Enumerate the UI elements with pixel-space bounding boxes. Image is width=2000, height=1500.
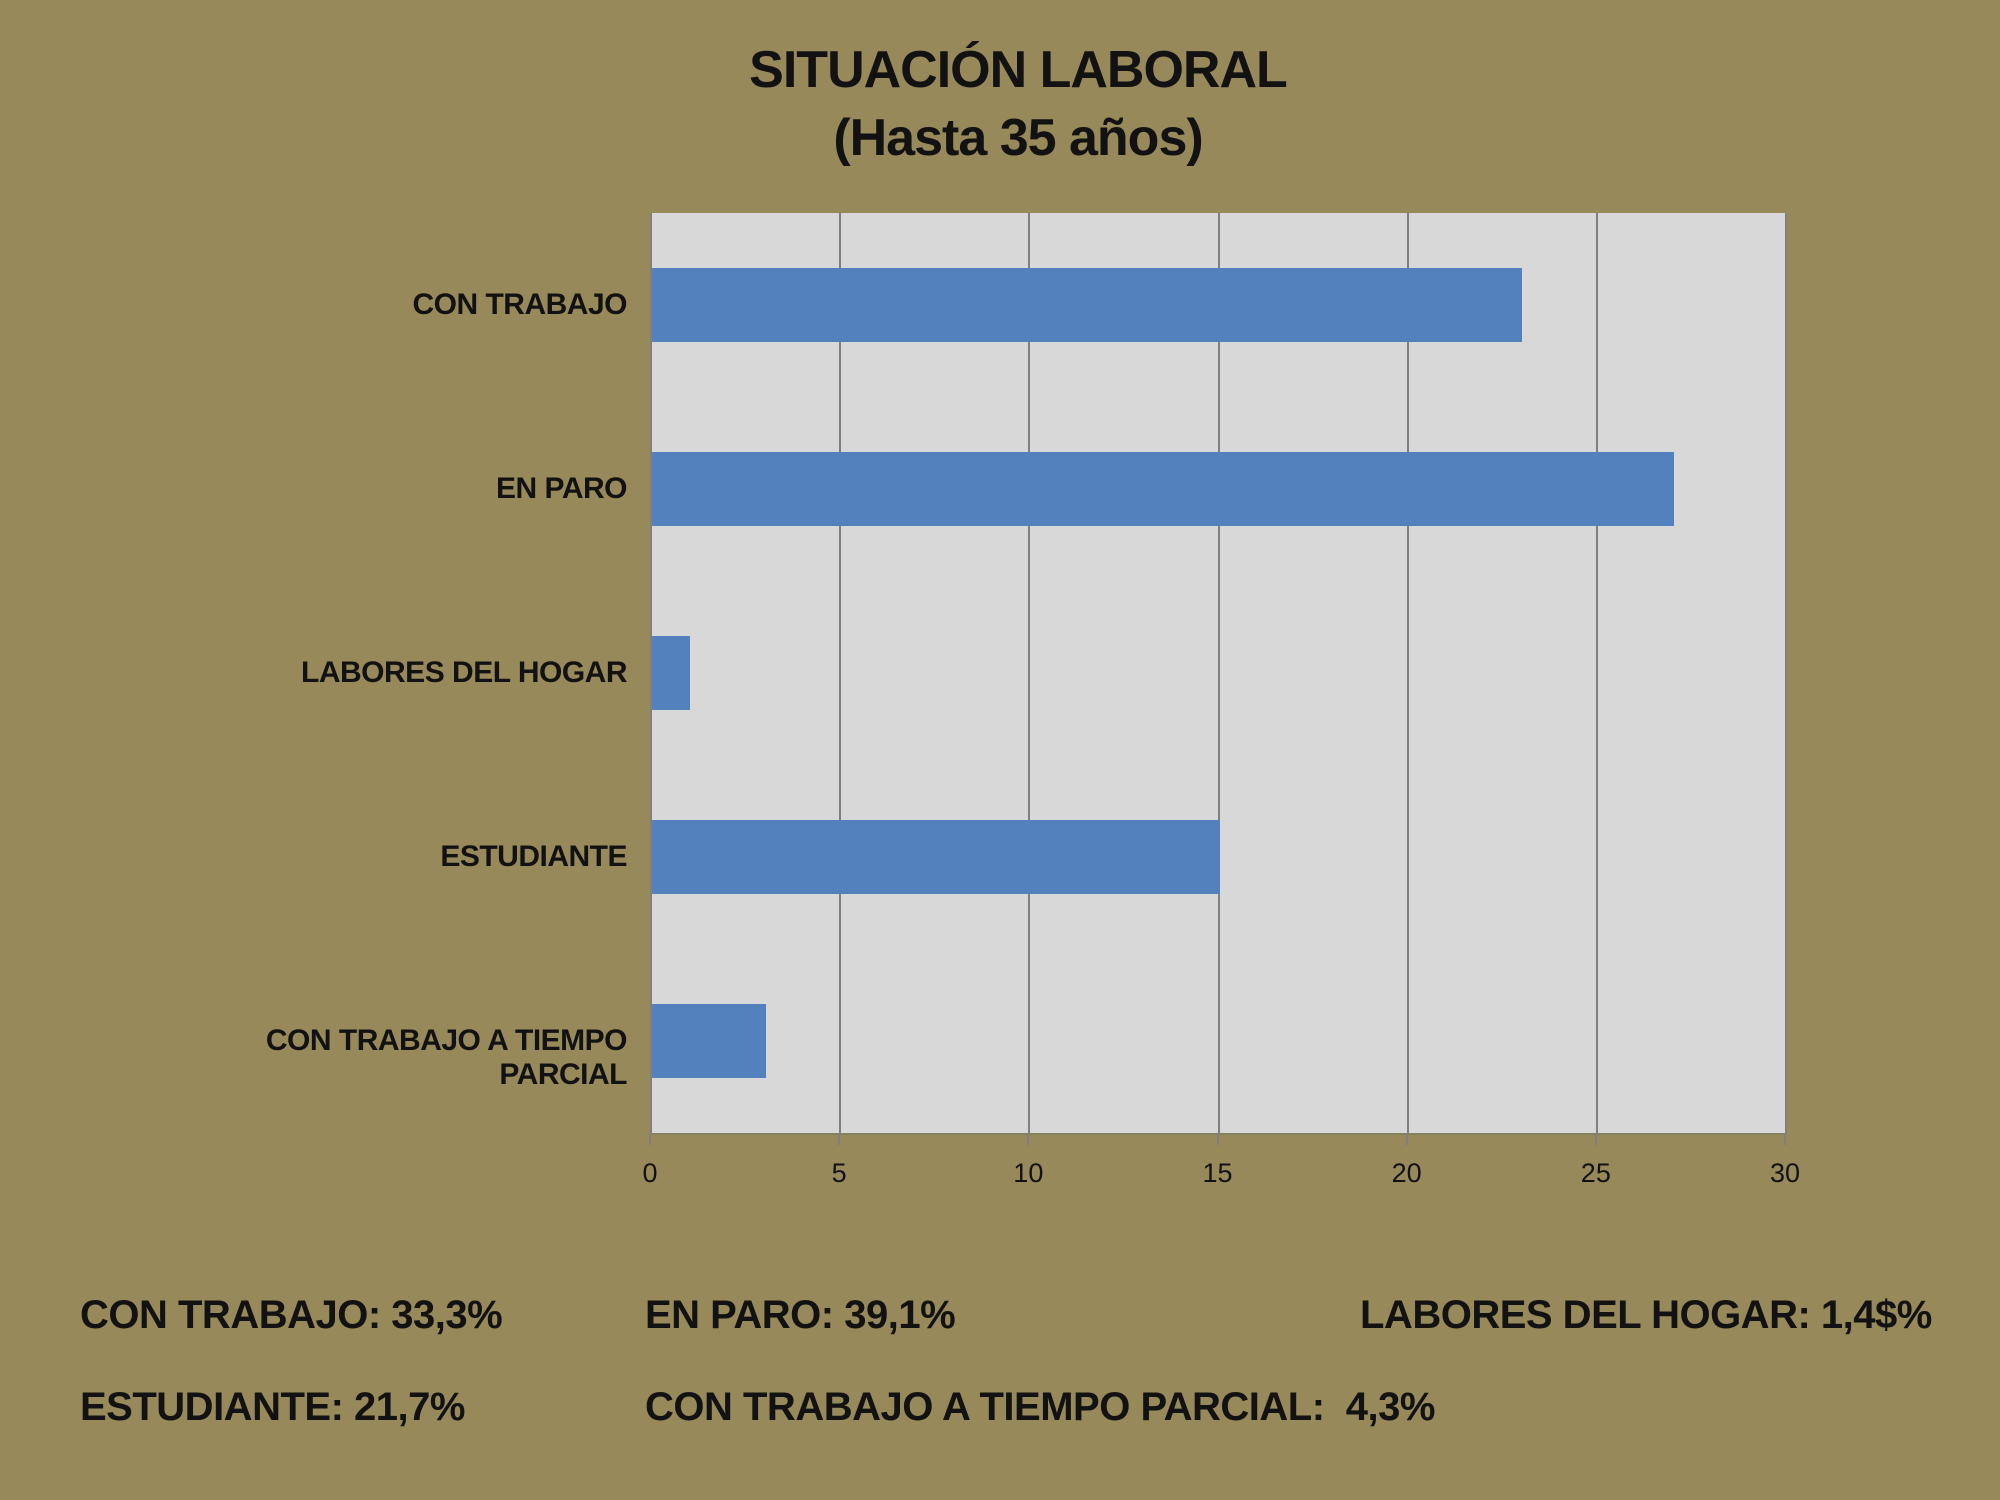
- bar-en-paro: [652, 452, 1674, 526]
- gridline-25: [1595, 213, 1598, 1133]
- x-tick-label-0: 0: [642, 1158, 658, 1188]
- plot-area: [650, 213, 1787, 1135]
- bar-con-trabajo: [652, 268, 1522, 342]
- bar-labores-del-hogar: [652, 636, 690, 710]
- category-label-con-trabajo-a-tiempo-parcial: CON TRABAJO A TIEMPO PARCIAL: [265, 1024, 628, 1091]
- summary-con-trabajo: CON TRABAJO: 33,3%: [80, 1293, 503, 1337]
- x-tick-label-20: 20: [1391, 1158, 1422, 1188]
- gridline-20: [1406, 213, 1409, 1133]
- bar-con-trabajo-a-tiempo-parcial: [652, 1004, 766, 1078]
- chart-title-line2: (Hasta 35 años): [833, 109, 1203, 167]
- summary-estudiante: ESTUDIANTE: 21,7%: [80, 1385, 465, 1429]
- tick-mark-15: [1216, 1133, 1219, 1145]
- tick-mark-30: [1784, 1133, 1786, 1145]
- summary-labores-del-hogar: LABORES DEL HOGAR: 1,4$%: [1360, 1293, 1932, 1337]
- x-tick-label-15: 15: [1202, 1158, 1233, 1188]
- gridline-15: [1217, 213, 1220, 1133]
- tick-mark-10: [1027, 1133, 1030, 1145]
- chart-title: SITUACIÓN LABORAL (Hasta 35 años): [518, 36, 1518, 172]
- category-label-labores-del-hogar: LABORES DEL HOGAR: [301, 656, 627, 689]
- category-label-en-paro: EN PARO: [496, 472, 627, 505]
- gridline-5: [839, 213, 842, 1133]
- tick-mark-25: [1594, 1133, 1597, 1145]
- category-label-con-trabajo: CON TRABAJO: [412, 288, 627, 321]
- tick-mark-5: [838, 1133, 841, 1145]
- chart-title-line1: SITUACIÓN LABORAL: [749, 41, 1288, 99]
- x-tick-label-5: 5: [831, 1158, 847, 1188]
- gridline-30: [1785, 213, 1787, 1133]
- tick-mark-20: [1405, 1133, 1408, 1145]
- tick-mark-0: [649, 1133, 651, 1145]
- x-tick-label-30: 30: [1769, 1158, 1801, 1188]
- gridline-10: [1028, 213, 1031, 1133]
- bar-estudiante: [652, 820, 1220, 894]
- summary-con-trabajo-parcial: CON TRABAJO A TIEMPO PARCIAL: 4,3%: [645, 1385, 1435, 1429]
- x-tick-label-10: 10: [1013, 1158, 1044, 1188]
- x-tick-label-25: 25: [1580, 1158, 1611, 1188]
- summary-en-paro: EN PARO: 39,1%: [645, 1293, 956, 1337]
- category-label-estudiante: ESTUDIANTE: [440, 840, 627, 873]
